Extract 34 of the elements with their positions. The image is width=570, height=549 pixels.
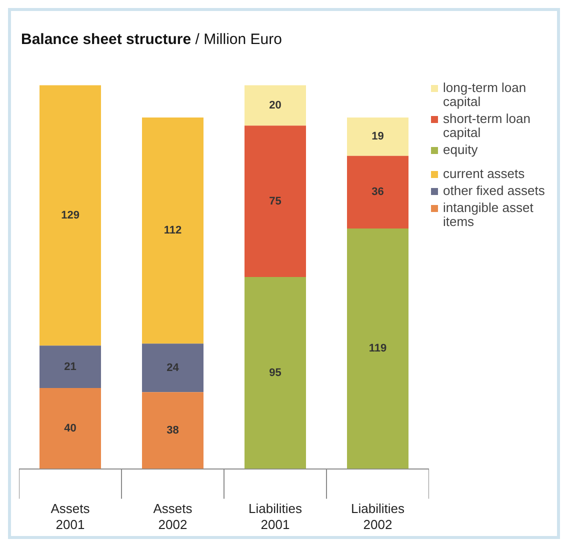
data-label: 40 <box>64 422 76 434</box>
data-label: 95 <box>269 366 282 379</box>
bar <box>244 126 306 277</box>
bar <box>40 85 101 346</box>
bar <box>244 276 306 469</box>
data-label: 19 <box>372 130 384 143</box>
data-label: 36 <box>372 186 384 198</box>
bar <box>40 388 101 469</box>
bar <box>142 117 204 344</box>
bar <box>142 392 204 469</box>
x-tick-label: Liabilities 2001 <box>248 501 302 532</box>
data-label: 119 <box>368 342 387 355</box>
data-label: 21 <box>64 360 76 373</box>
data-label: 20 <box>269 99 282 112</box>
bar <box>244 85 306 126</box>
x-tick-label: Assets 2002 <box>153 501 193 532</box>
data-label: 129 <box>61 209 80 222</box>
legend-label: intangible asset items <box>443 200 534 229</box>
bar <box>40 346 101 388</box>
bar <box>347 117 408 156</box>
bar <box>347 228 408 469</box>
data-label: 24 <box>166 362 180 374</box>
bar <box>347 156 408 229</box>
bar <box>142 344 204 392</box>
x-tick-label: Assets 2001 <box>50 501 90 532</box>
legend-label: equity <box>443 142 478 157</box>
chart-title: Balance sheet structure <box>21 31 192 48</box>
legend-label: other fixed assets <box>443 183 545 198</box>
chart-subtitle: / Million Euro <box>195 31 282 48</box>
data-label: 112 <box>164 224 182 237</box>
data-label: 38 <box>166 424 179 436</box>
x-tick-label: Liabilities 2002 <box>351 501 405 532</box>
legend-label: current assets <box>443 166 525 181</box>
data-label: 75 <box>269 195 282 208</box>
